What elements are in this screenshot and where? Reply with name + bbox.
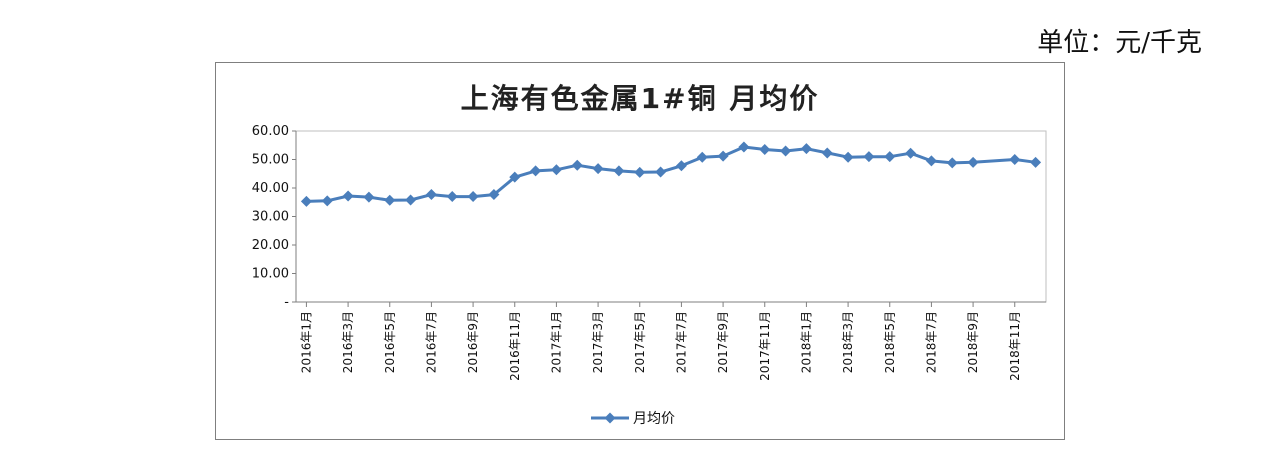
data-point (405, 194, 417, 206)
data-point (384, 194, 396, 206)
y-tick-label: 30.00 (252, 210, 289, 225)
y-tick-label: 60.00 (252, 124, 289, 139)
y-tick-label: 20.00 (252, 238, 289, 253)
x-tick-label: 2017年7月 (674, 311, 688, 373)
chart-title: 上海有色金属1#铜 月均价 (460, 82, 820, 115)
data-point (759, 144, 771, 156)
data-point (550, 164, 562, 176)
data-point (592, 163, 604, 175)
data-point (800, 143, 812, 155)
x-tick-label: 2018年9月 (966, 311, 980, 373)
data-point (530, 165, 542, 177)
x-tick-label: 2016年7月 (424, 311, 438, 373)
data-point (967, 156, 979, 168)
y-tick-label: 50.00 (252, 153, 289, 168)
line-chart: - 10.00 20.00 30.00 40.00 50.00 60.00 2016年1月 20… (252, 124, 1047, 427)
data-point (863, 151, 875, 163)
x-tick-label: 2017年1月 (549, 311, 563, 373)
data-point (613, 165, 625, 177)
x-tick-label: 2016年5月 (383, 311, 397, 373)
legend-marker (604, 412, 616, 424)
data-point (509, 171, 521, 183)
data-point (425, 189, 437, 201)
data-point (342, 190, 354, 202)
data-point (842, 151, 854, 163)
data-point (655, 166, 667, 178)
data-point (717, 150, 729, 162)
data-point (780, 145, 792, 157)
y-tick-label: 10.00 (252, 267, 289, 282)
data-point (446, 191, 458, 203)
x-tick-label: 2016年9月 (466, 311, 480, 373)
x-tick-label: 2017年9月 (716, 311, 730, 373)
unit-note: 单位：元/千克 (1037, 28, 1202, 58)
chart-frame: 上海有色金属1#铜 月均价 - 10.00 20.00 30.00 40.00 50.00… (215, 62, 1065, 440)
data-point (1009, 154, 1021, 165)
data-point (946, 157, 958, 169)
x-tick-label: 2018年11月 (1008, 311, 1022, 381)
x-tick-label: 2018年5月 (883, 311, 897, 373)
x-tick-label: 2017年3月 (591, 311, 605, 373)
data-point (300, 195, 312, 207)
data-point (675, 160, 687, 172)
data-point (696, 151, 708, 163)
data-point (321, 195, 333, 207)
x-tick-label: 2018年7月 (924, 311, 938, 373)
x-tick-label: 2016年11月 (508, 311, 522, 381)
data-point (925, 155, 937, 167)
data-point (905, 147, 917, 159)
plot-area (295, 130, 1047, 303)
data-point (634, 166, 646, 178)
data-point (1030, 156, 1042, 168)
x-tick-label: 2017年11月 (758, 311, 772, 381)
data-point (571, 159, 583, 171)
y-tick-label: - (284, 295, 289, 310)
data-point (363, 191, 375, 203)
data-point (884, 151, 896, 163)
y-tick-label: 40.00 (252, 181, 289, 196)
x-tick-label: 2016年3月 (341, 311, 355, 373)
x-tick-label: 2018年3月 (841, 311, 855, 373)
x-tick-label: 2017年5月 (633, 311, 647, 373)
data-point (467, 191, 479, 203)
data-point (488, 189, 500, 201)
x-tick-label: 2016年1月 (299, 311, 313, 373)
legend-label: 月均价 (633, 411, 675, 427)
data-point (821, 147, 833, 159)
data-point (738, 141, 750, 153)
series-line (306, 145, 1036, 203)
x-tick-label: 2018年1月 (799, 311, 813, 373)
